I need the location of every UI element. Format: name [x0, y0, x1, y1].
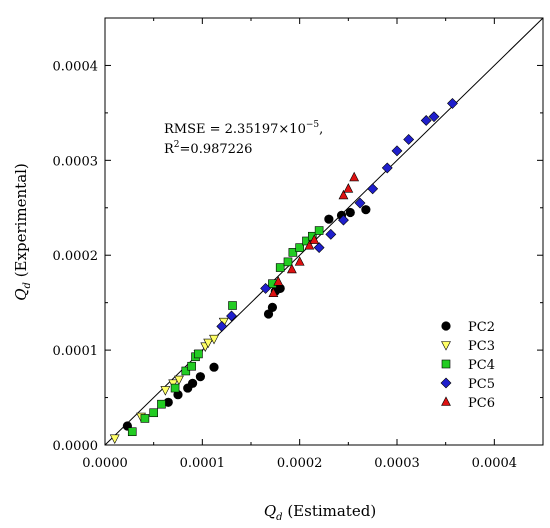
- data-point: [275, 263, 285, 272]
- data-point: [149, 408, 158, 418]
- x-tick-label: 0.0002: [277, 456, 323, 471]
- legend-marker: [441, 396, 451, 406]
- data-point: [268, 287, 279, 297]
- y-tick-label: 0.0001: [53, 344, 99, 359]
- legend-item-pc6: PC6: [441, 396, 495, 411]
- y-tick-label: 0.0000: [53, 439, 99, 454]
- data-point: [209, 334, 219, 345]
- data-point: [338, 189, 349, 200]
- legend-marker: [440, 377, 452, 389]
- data-point: [228, 301, 237, 310]
- legend-marker: [441, 341, 451, 351]
- legend-label: PC6: [468, 396, 495, 411]
- data-point: [283, 257, 293, 267]
- data-point: [302, 236, 311, 246]
- data-point: [294, 256, 305, 266]
- data-point: [381, 162, 393, 174]
- data-point: [325, 228, 337, 240]
- data-point: [313, 242, 325, 254]
- data-point: [304, 240, 315, 250]
- rmse-annotation: RMSE = 2.35197×10−5,: [164, 120, 323, 137]
- data-point: [187, 361, 196, 371]
- data-point: [361, 205, 371, 215]
- x-tick-label: 0.0004: [472, 456, 518, 471]
- y-tick-label: 0.0004: [53, 59, 99, 74]
- legend: PC2 PC3 PC4 PC5 PC6: [440, 320, 495, 411]
- data-point: [160, 386, 171, 396]
- data-point: [181, 366, 191, 376]
- data-point: [203, 338, 214, 349]
- y-tick-label: 0.0003: [53, 154, 99, 169]
- data-point: [428, 111, 440, 123]
- data-point: [345, 207, 355, 218]
- series-pc5: [216, 97, 458, 332]
- data-point: [267, 302, 278, 313]
- r2-annotation: R2=0.987226: [164, 140, 252, 157]
- series-layer: [109, 97, 458, 445]
- data-point: [260, 283, 272, 294]
- legend-item-pc4: PC4: [441, 358, 495, 373]
- x-tick-label: 0.0001: [180, 456, 226, 471]
- reference-line: [104, 17, 544, 446]
- series-pc2: [122, 205, 371, 431]
- data-point: [273, 276, 284, 286]
- legend-label: PC3: [468, 339, 495, 354]
- data-point: [420, 115, 432, 126]
- data-point: [391, 145, 403, 157]
- legend-item-pc2: PC2: [441, 320, 495, 335]
- legend-label: PC4: [468, 358, 495, 373]
- axis-ticks: [104, 17, 544, 446]
- data-point: [194, 349, 203, 359]
- data-point: [170, 383, 180, 393]
- data-point: [354, 197, 366, 209]
- y-axis-title: Qd (Experimental): [12, 163, 33, 301]
- tick-labels: 0.0000 0.0001 0.0002 0.0003 0.0004 0.0000 0.00…: [53, 59, 518, 471]
- data-point: [343, 183, 354, 193]
- series-pc4: [127, 226, 324, 437]
- x-axis-title: Qd (Estimated): [264, 502, 376, 523]
- plot-frame: [104, 17, 544, 446]
- data-point: [367, 183, 379, 195]
- data-point: [109, 434, 120, 445]
- x-tick-label: 0.0003: [374, 456, 420, 471]
- x-tick-label: 0.0000: [82, 456, 128, 471]
- data-point: [157, 399, 166, 409]
- data-point: [188, 378, 198, 388]
- plot-area: [104, 17, 544, 446]
- legend-marker: [441, 321, 451, 331]
- data-point: [447, 97, 458, 109]
- data-point: [140, 414, 150, 423]
- data-point: [174, 375, 184, 386]
- legend-marker: [441, 359, 451, 369]
- data-point: [403, 134, 415, 145]
- data-point: [195, 372, 205, 382]
- data-point: [324, 214, 334, 224]
- data-point: [338, 214, 349, 226]
- data-point: [309, 234, 320, 244]
- data-point: [127, 427, 137, 437]
- legend-item-pc5: PC5: [440, 377, 495, 392]
- data-point: [286, 263, 297, 274]
- data-point: [226, 310, 237, 322]
- y-tick-label: 0.0002: [53, 249, 99, 264]
- data-point: [349, 171, 360, 182]
- series-pc6: [268, 171, 360, 297]
- data-point: [209, 362, 219, 372]
- data-point: [216, 320, 228, 332]
- data-point: [288, 248, 298, 257]
- legend-label: PC5: [468, 377, 495, 392]
- data-point: [295, 243, 304, 252]
- legend-item-pc3: PC3: [441, 339, 495, 354]
- legend-label: PC2: [468, 320, 495, 335]
- data-point: [314, 226, 324, 235]
